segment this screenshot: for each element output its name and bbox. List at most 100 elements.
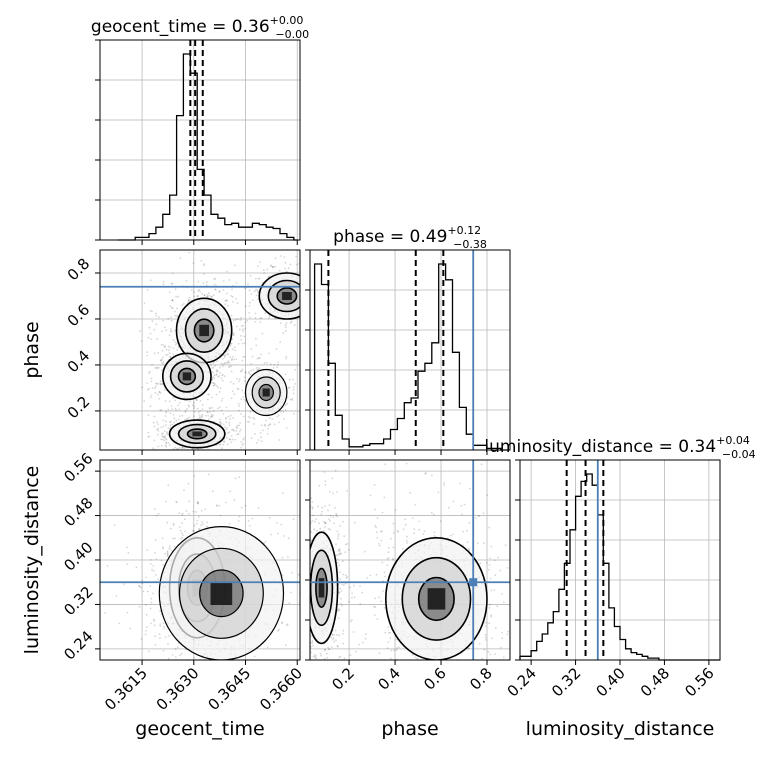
sample-point <box>501 631 503 634</box>
sample-point <box>478 514 481 517</box>
sample-point <box>433 535 436 537</box>
sample-point <box>165 420 167 423</box>
sample-point <box>166 431 169 434</box>
sample-point <box>228 431 231 434</box>
sample-point <box>324 505 326 507</box>
sample-point <box>389 631 392 634</box>
sample-point <box>196 501 199 504</box>
sample-point <box>172 272 174 275</box>
sample-point <box>319 286 321 288</box>
sample-point <box>282 332 285 335</box>
sample-point <box>250 293 253 295</box>
sample-point <box>376 618 379 620</box>
sample-point <box>175 661 177 663</box>
sample-point <box>336 561 339 564</box>
sample-point <box>222 289 225 291</box>
sample-point <box>161 537 164 539</box>
sample-point <box>346 489 349 492</box>
sample-point <box>203 263 206 265</box>
sample-point <box>186 408 188 411</box>
sample-point <box>262 269 265 272</box>
sample-point <box>209 467 211 469</box>
sample-point <box>384 463 386 466</box>
sample-point <box>374 597 376 600</box>
sample-point <box>159 380 162 382</box>
sample-point <box>177 295 180 298</box>
sample-point <box>256 357 259 360</box>
sample-point <box>215 373 218 376</box>
sample-point <box>195 522 198 525</box>
sample-point <box>304 276 306 278</box>
title-luminosity-distance: luminosity_distance = 0.34+0.04 −0.04 <box>484 434 755 461</box>
sample-point <box>181 514 184 516</box>
x-tick-label: 0.6 <box>420 664 450 694</box>
sample-point <box>484 636 487 639</box>
sample-point <box>408 666 410 668</box>
sample-point <box>321 510 323 513</box>
sample-point <box>312 655 315 658</box>
sample-point <box>165 500 167 503</box>
sample-point <box>248 289 251 292</box>
title-geocent-time-plus: +0.00 <box>270 14 304 27</box>
sample-point <box>241 389 244 391</box>
sample-point <box>285 571 287 573</box>
sample-point <box>191 404 194 407</box>
sample-point <box>214 277 217 280</box>
sample-point <box>227 360 230 362</box>
sample-point <box>304 314 306 316</box>
sample-point <box>313 520 316 523</box>
sample-point <box>199 410 202 412</box>
sample-point <box>240 446 242 449</box>
sample-point <box>310 711 312 713</box>
sample-point <box>226 361 229 364</box>
sample-point <box>244 321 247 324</box>
sample-point <box>220 400 223 402</box>
sample-point <box>176 661 178 663</box>
sample-point <box>344 287 346 289</box>
sample-point <box>226 443 229 445</box>
sample-point <box>234 349 237 352</box>
sample-point <box>301 291 303 293</box>
sample-point <box>386 557 389 560</box>
sample-point <box>332 296 334 298</box>
sample-point <box>155 574 157 576</box>
sample-point <box>249 301 251 304</box>
sample-point <box>449 534 452 537</box>
x-tick-label: 0.40 <box>592 664 628 700</box>
sample-point <box>308 273 310 275</box>
sample-point <box>146 388 149 391</box>
sample-point <box>172 339 175 342</box>
sample-point <box>434 694 436 696</box>
sample-point <box>225 421 228 424</box>
sample-point <box>488 526 490 529</box>
sample-point <box>207 414 210 417</box>
sample-point <box>539 599 541 601</box>
sample-point <box>181 512 184 515</box>
sample-point <box>154 391 157 394</box>
sample-point <box>400 662 402 664</box>
sample-point <box>504 544 507 547</box>
sample-point <box>334 507 336 509</box>
sample-point <box>331 634 334 636</box>
sample-point <box>506 633 509 636</box>
sample-point <box>308 611 310 613</box>
sample-point <box>178 512 181 515</box>
sample-point <box>211 367 214 369</box>
truth-marker <box>469 578 478 587</box>
sample-point <box>308 248 310 250</box>
sample-point <box>160 359 162 362</box>
sample-point <box>302 590 304 592</box>
sample-point <box>323 658 326 660</box>
sample-point <box>227 666 229 668</box>
sample-point <box>342 520 344 523</box>
sample-point <box>342 573 345 576</box>
sample-point <box>266 361 268 364</box>
sample-point <box>314 650 316 652</box>
sample-point <box>153 619 156 622</box>
sample-point <box>166 353 169 356</box>
sample-point <box>196 407 199 410</box>
sample-point <box>276 366 279 369</box>
sample-point <box>171 654 174 656</box>
sample-point <box>218 421 221 423</box>
sample-point <box>276 415 278 418</box>
